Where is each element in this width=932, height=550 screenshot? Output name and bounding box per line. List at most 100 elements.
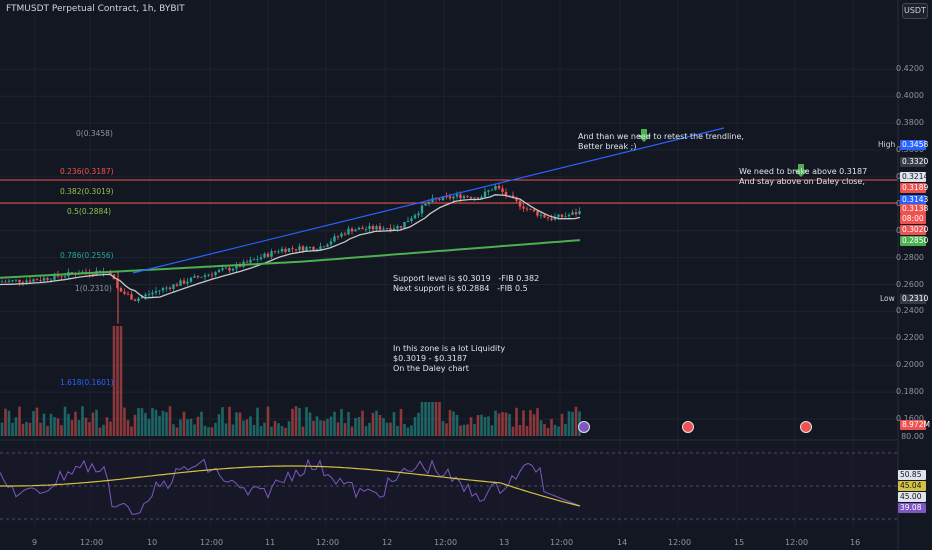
chart-title[interactable]: FTMUSDT Perpetual Contract, 1h, BYBIT [6,4,185,14]
candlestick [28,276,32,284]
flag-us-icon[interactable] [682,421,694,433]
volume-bar [0,422,4,436]
volume-bar [172,424,175,436]
volume-bar [273,421,277,436]
candlestick [245,259,249,264]
time-tick: 12:00 [434,538,458,547]
rsi-line [0,458,581,515]
volume-bar [221,407,224,436]
price-badge-3020: 0.3020 [900,225,929,235]
candlestick [308,246,312,250]
volume-bar [357,417,361,436]
time-tick: 12:00 [200,538,224,547]
candlestick [207,273,210,277]
countdown-badge: 08:00 [900,214,926,224]
trendline [132,127,725,274]
candlestick [196,275,200,279]
volume-bar [277,423,280,436]
volume-bar [210,427,214,436]
volume-bar [242,420,245,436]
arrow-down-icon [794,164,808,177]
volume-bar [46,426,49,436]
candlestick [249,256,252,265]
volume-bar [95,409,98,436]
volume-bar [438,402,441,436]
volume-bar [280,425,284,436]
volume-bar [25,421,28,436]
volume-bar [214,422,217,436]
candlestick [368,222,371,233]
rsi-panel [0,448,898,524]
volume-bar [165,412,168,436]
candlestick [32,277,35,283]
rsi-ma-line [0,465,581,507]
volume-bar [217,414,221,436]
candlestick [217,268,221,273]
volume-bar [259,426,263,436]
price-badge-3143: 0.3143 [900,195,929,205]
candlestick [151,289,154,298]
currency-button[interactable]: USDT [902,3,928,19]
lightning-icon[interactable] [578,421,590,433]
candlestick [11,279,14,283]
rsi-label-1: 50.85 [898,470,926,480]
volume-bar [354,418,357,436]
price-tick: 0.1600 [896,414,924,423]
volume-bar [305,407,308,436]
candlestick [123,288,126,296]
candlestick [340,231,343,239]
volume-bar [49,413,53,436]
time-tick: 13 [499,538,510,547]
annotation-retest: And than we need to retest the trendline… [578,132,744,151]
candlestick [357,226,361,230]
volume-bar [249,416,252,436]
flag-us-icon[interactable] [800,421,812,433]
volume-badge: 8.972M [900,420,930,430]
volume-bar [168,406,172,436]
volume-bar [63,406,67,436]
volume-bar [522,410,525,436]
volume-bar [543,424,546,436]
volume-bar [371,412,375,436]
volume-bar [263,422,266,436]
volume-bar [91,412,95,436]
candlestick [361,225,364,230]
candlestick [550,214,553,222]
candlestick [518,199,522,210]
candlestick [95,267,98,276]
candlestick [329,238,333,247]
volume-bar [39,422,42,436]
candlestick [350,226,354,235]
candlestick [126,291,130,296]
volume-bar [434,402,438,436]
candlestick [144,292,147,301]
volume-bar [319,420,322,436]
volume-bar [483,416,487,436]
candlestick [413,213,417,219]
high-tag: High [878,140,896,149]
volume-bar [18,406,21,436]
volume-bar [53,417,56,436]
candlestick [119,286,123,292]
low-value: 0.2310 [900,294,929,304]
volume-bar [179,419,182,436]
candlestick [193,273,196,279]
volume-bar [7,410,11,436]
fib-label-0: 0(0.3458) [76,129,113,138]
candlestick [46,276,49,282]
price-badge-3189: 0.3189 [900,183,929,193]
candlestick [273,250,277,254]
volume-bar [403,423,406,436]
time-tick: 15 [734,538,745,547]
volume-bar [207,427,210,436]
price-tick: 0.2600 [896,279,924,289]
candlestick [434,196,438,203]
volume-bar [298,407,301,436]
candlestick [252,257,256,261]
rsi-label-3: 45.00 [898,492,926,502]
candlestick [490,187,494,191]
volume-bar [105,417,109,436]
candlestick [7,279,11,283]
fib-label-0786: 0.786(0.2556) [60,251,114,260]
